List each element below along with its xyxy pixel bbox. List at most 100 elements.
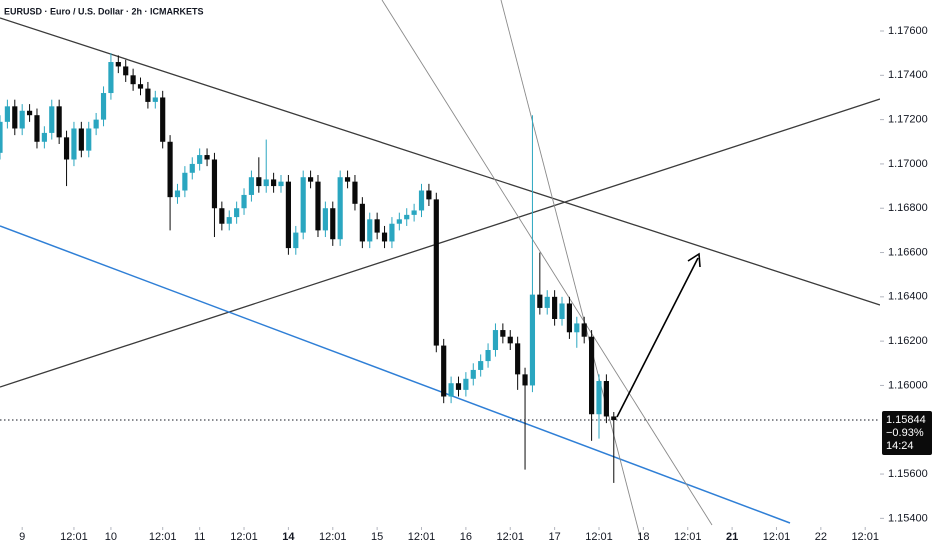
candles [0,53,617,483]
candle-body [41,132,47,142]
candle-body [566,303,572,333]
candle-body [522,374,528,386]
x-tick-label: 12:01 [674,531,702,543]
candle-body [411,210,417,215]
candle-body [256,177,262,187]
candle-body [308,177,314,182]
candle-body [204,155,210,160]
candle-body [544,296,550,308]
candle-body [278,181,284,187]
candle-body [315,181,321,231]
x-tick-label: 12:01 [319,531,347,543]
candle-body [485,350,491,362]
candle-body [211,159,218,209]
x-tick-label: 21 [726,531,738,543]
candle-body [441,345,447,397]
x-tick-label: 22 [815,531,827,543]
candle-body [137,84,144,89]
candle-body [470,369,476,379]
candle-body [507,336,513,344]
x-tick-label: 12:01 [60,531,88,543]
candle-body [12,106,18,129]
candle-body [611,416,617,420]
candle-body [226,217,232,224]
x-tick-label: 12:01 [230,531,258,543]
candle-body [71,128,77,160]
candle-body [115,62,121,67]
candle-body [529,294,536,386]
candle-body [574,323,580,333]
candle-body [0,121,3,153]
y-tick-label: 1.17200 [888,114,928,126]
candle-body [160,97,166,142]
drawings [0,0,881,541]
x-tick-label: 14 [282,531,295,543]
candle-body [537,294,543,308]
candle-body [596,381,602,415]
candle-body [234,208,240,218]
candle-body [374,219,380,233]
countdown-label: 14:24 [886,440,914,452]
trend-line [0,98,881,388]
candle-body [241,194,247,209]
candle-body [381,232,388,242]
x-tick-label: 16 [460,531,472,543]
candle-body [581,323,587,337]
candle-body [108,62,114,94]
y-tick-label: 1.16600 [888,246,928,258]
x-tick-label: 12:01 [496,531,524,543]
x-tick-label: 12:01 [149,531,177,543]
y-tick-label: 1.17600 [888,25,928,37]
fan-line [381,0,713,526]
candle-body [123,66,129,76]
candle-body [404,214,410,220]
y-tick-label: 1.17400 [888,69,928,81]
candle-body [300,177,306,233]
last-price-box [882,411,932,455]
candle-body [86,128,92,151]
candle-body [330,208,336,240]
arrow-head [687,252,701,268]
candle-body [145,88,151,102]
candle-body [559,303,565,319]
x-tick-label: 11 [194,531,205,543]
x-tick-label: 17 [548,531,560,543]
y-tick-label: 1.15600 [888,468,928,480]
last-price-label: 1.15844 [886,414,926,426]
x-tick-label: 12:01 [851,531,879,543]
last-change-label: −0.93% [886,427,924,439]
y-tick-label: 1.15400 [888,512,928,524]
candle-body [285,181,291,249]
x-tick-label: 12:01 [763,531,791,543]
candle-body [448,383,454,397]
candle-body [552,296,558,319]
candle-body [322,208,328,231]
candle-body [78,128,84,151]
candle-body [100,93,107,120]
candle-body [500,330,506,337]
candle-body [49,106,55,133]
candle-body [359,203,365,242]
candle-body [34,115,40,142]
candle-body [515,343,521,375]
candle-body [130,75,136,85]
candle-body [337,177,343,240]
y-tick-label: 1.16400 [888,291,928,303]
candle-body [19,110,25,129]
y-tick-label: 1.16200 [888,335,928,347]
candle-body [589,336,595,415]
candle-body [219,208,225,224]
candle-body [367,219,373,242]
trend-line [0,17,881,306]
x-tick-label: 18 [637,531,649,543]
candle-body [93,119,99,129]
candle-body [463,378,469,390]
candle-body [174,190,181,198]
price-axis [880,0,932,550]
x-tick-label: 10 [105,531,117,543]
candle-body [433,199,439,346]
candle-body [152,97,158,102]
